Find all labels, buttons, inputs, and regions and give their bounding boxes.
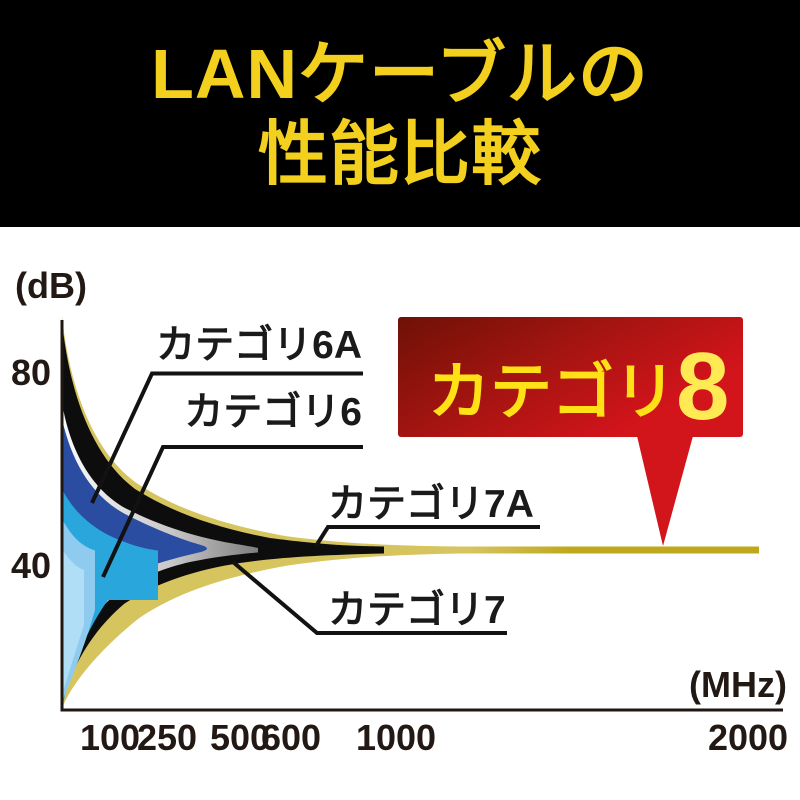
leader-category7 [231,560,507,635]
x-tick-100: 100 [80,717,140,758]
category8-arrow [637,436,693,546]
leader-category6a [90,371,363,504]
y-axis-unit-label: (dB) [15,265,87,306]
label-category6: カテゴリ6 [184,390,362,434]
label-category6a: カテゴリ6A [156,323,362,367]
leader-category6 [101,445,363,578]
category8-banner-label: カテゴリ8 [428,333,729,440]
leader-category7a [314,525,540,548]
page-title-line1: LANケーブルの [151,34,649,113]
page-title-line2: 性能比較 [258,114,542,193]
band-unlabeled-inner [62,549,84,695]
x-axis-unit-label: (MHz) [689,664,787,705]
x-tick-600: 600 [261,717,321,758]
category8-banner [398,317,743,437]
chart-area: (dB) (MHz) 80 40 100 250 500 600 1000 20… [0,227,800,800]
band-category6 [62,489,158,704]
band-category8-tipline [470,546,759,554]
x-tick-250: 250 [137,717,197,758]
label-category7a: カテゴリ7A [328,482,534,526]
x-tick-2000: 2000 [708,717,788,758]
label-category7: カテゴリ7 [328,588,506,632]
y-tick-40: 40 [11,545,51,586]
x-tick-500: 500 [210,717,270,758]
header-banner: LANケーブルの 性能比較 [0,0,800,227]
x-tick-1000: 1000 [356,717,436,758]
performance-chart: (dB) (MHz) 80 40 100 250 500 600 1000 20… [11,265,788,758]
y-tick-80: 80 [11,352,51,393]
